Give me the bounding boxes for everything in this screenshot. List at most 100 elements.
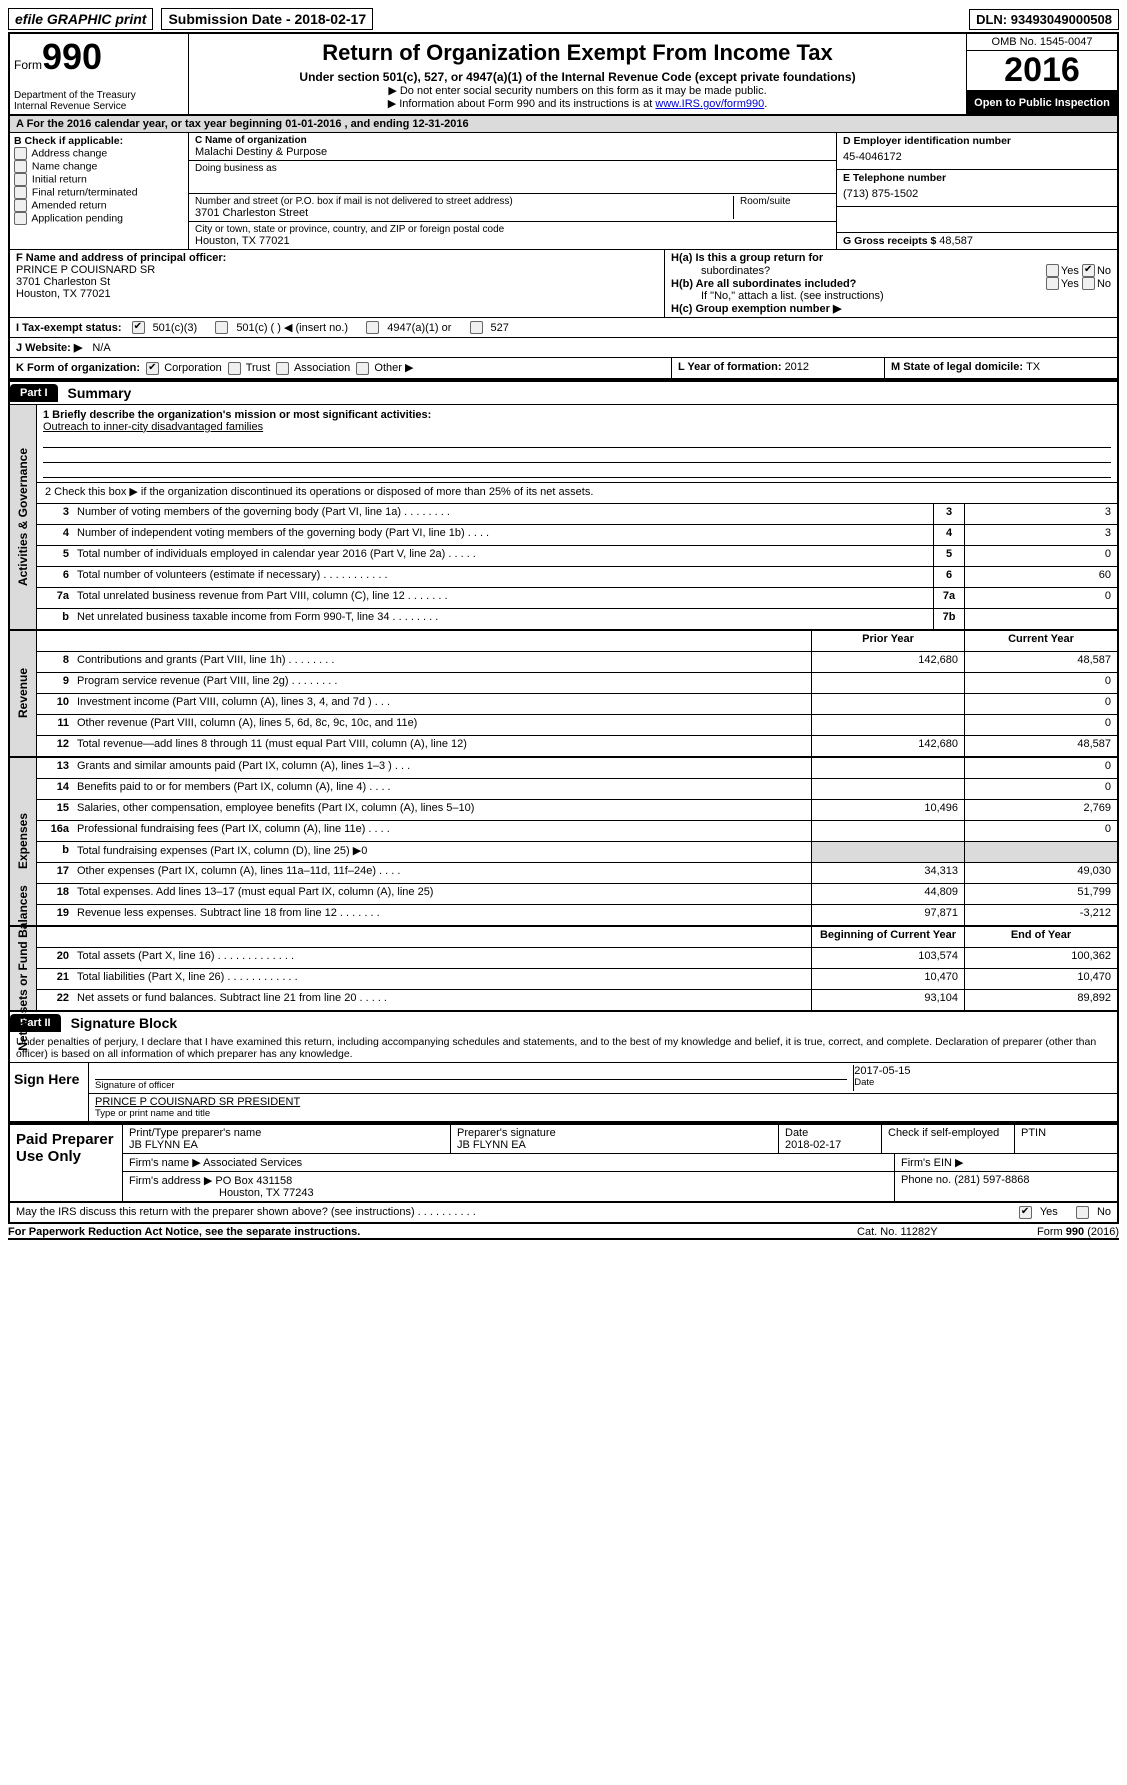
row-prior	[811, 758, 964, 778]
lbl-application-pending: Application pending	[31, 212, 123, 224]
chk-527[interactable]	[470, 321, 483, 334]
row-num: 4	[37, 525, 73, 545]
row-prior	[811, 673, 964, 693]
ein-label: D Employer identification number	[843, 135, 1111, 147]
discuss-no: No	[1097, 1206, 1111, 1218]
part2-header-row: Part II Signature Block	[8, 1012, 1119, 1034]
form-number: Form990	[14, 36, 184, 78]
dln: DLN: 93493049000508	[969, 9, 1119, 30]
part2-title: Signature Block	[61, 1012, 188, 1034]
chk-discuss-yes[interactable]	[1019, 1206, 1032, 1219]
officer-addr2: Houston, TX 77021	[16, 288, 658, 300]
row-prior	[811, 715, 964, 735]
ha-yes: Yes	[1061, 265, 1079, 277]
b-label: B Check if applicable:	[14, 135, 184, 147]
side-expenses-text: Expenses	[16, 813, 30, 869]
chk-trust[interactable]	[228, 362, 241, 375]
row-num: 14	[37, 779, 73, 799]
row-desc: Total number of volunteers (estimate if …	[73, 567, 933, 587]
row-current: 10,470	[964, 969, 1117, 989]
row-desc: Benefits paid to or for members (Part IX…	[73, 779, 811, 799]
row-prior: 97,871	[811, 905, 964, 925]
row-val: 3	[964, 504, 1117, 524]
row-box: 6	[933, 567, 964, 587]
tel-value: (713) 875-1502	[843, 184, 1111, 204]
rev-header-row: Prior Year Current Year	[37, 631, 1117, 652]
chk-501c[interactable]	[215, 321, 228, 334]
row-desc: Net unrelated business taxable income fr…	[73, 609, 933, 629]
dln-value: 93493049000508	[1011, 12, 1112, 27]
section-c-org: C Name of organization Malachi Destiny &…	[189, 133, 836, 249]
f-label: F Name and address of principal officer:	[16, 252, 658, 264]
side-net-assets: Net Assets or Fund Balances	[10, 927, 37, 1010]
row-desc: Revenue less expenses. Subtract line 18 …	[73, 905, 811, 925]
opt-501c3: 501(c)(3)	[153, 322, 198, 334]
submission-date-value: 2018-02-17	[295, 11, 367, 27]
row-desc: Contributions and grants (Part VIII, lin…	[73, 652, 811, 672]
chk-ha-yes[interactable]	[1046, 264, 1059, 277]
chk-hb-yes[interactable]	[1046, 277, 1059, 290]
i-label: I Tax-exempt status:	[16, 322, 122, 334]
row-num: 19	[37, 905, 73, 925]
prep-name-label: Print/Type preparer's name	[129, 1127, 444, 1139]
part1-badge: Part I	[10, 384, 58, 402]
firm-addr-label: Firm's address ▶	[129, 1175, 212, 1187]
row-desc: Total fundraising expenses (Part IX, col…	[73, 842, 811, 862]
firm-phone: (281) 597-8868	[954, 1174, 1029, 1186]
chk-name-change[interactable]	[14, 160, 27, 173]
omb-number: OMB No. 1545-0047	[967, 34, 1117, 51]
chk-discuss-no[interactable]	[1076, 1206, 1089, 1219]
irs-link[interactable]: www.IRS.gov/form990	[655, 98, 764, 110]
self-employed-label: Check if self-employed	[888, 1127, 999, 1139]
row-desc: Total number of individuals employed in …	[73, 546, 933, 566]
discuss-yes: Yes	[1040, 1206, 1058, 1218]
section-d-g: D Employer identification number 45-4046…	[836, 133, 1117, 249]
form-title: Return of Organization Exempt From Incom…	[197, 40, 958, 66]
row-desc: Other expenses (Part IX, column (A), lin…	[73, 863, 811, 883]
data-row-9: 9 Program service revenue (Part VIII, li…	[37, 673, 1117, 694]
row-prior	[811, 842, 964, 862]
chk-corp[interactable]	[146, 362, 159, 375]
row-desc: Number of voting members of the governin…	[73, 504, 933, 524]
row-num: 21	[37, 969, 73, 989]
chk-final-return[interactable]	[14, 186, 27, 199]
chk-assoc[interactable]	[276, 362, 289, 375]
chk-application-pending[interactable]	[14, 212, 27, 225]
website-value: N/A	[92, 342, 110, 354]
chk-hb-no[interactable]	[1082, 277, 1095, 290]
row-val: 60	[964, 567, 1117, 587]
opt-trust: Trust	[246, 362, 271, 374]
chk-amended-return[interactable]	[14, 199, 27, 212]
row-num: 22	[37, 990, 73, 1010]
form-label: Form	[14, 58, 42, 72]
part1-header-row: Part I Summary	[8, 380, 1119, 404]
data-row-19: 19 Revenue less expenses. Subtract line …	[37, 905, 1117, 925]
chk-501c3[interactable]	[132, 321, 145, 334]
gov-row-6: 6 Total number of volunteers (estimate i…	[37, 567, 1117, 588]
hb-label: H(b) Are all subordinates included?	[671, 278, 856, 290]
sig-date-label: Date	[854, 1077, 1105, 1088]
row-prior	[811, 821, 964, 841]
chk-address-change[interactable]	[14, 147, 27, 160]
chk-initial-return[interactable]	[14, 173, 27, 186]
col-current-year: Current Year	[964, 631, 1117, 651]
ha-no: No	[1097, 265, 1111, 277]
row-box: 5	[933, 546, 964, 566]
net-header-row: Beginning of Current Year End of Year	[37, 927, 1117, 948]
chk-4947[interactable]	[366, 321, 379, 334]
row-num: 7a	[37, 588, 73, 608]
row-num: b	[37, 609, 73, 629]
row-desc: Total liabilities (Part X, line 26) . . …	[73, 969, 811, 989]
chk-ha-no[interactable]	[1082, 264, 1095, 277]
line2-text: 2 Check this box ▶ if the organization d…	[45, 486, 593, 498]
row-prior: 142,680	[811, 652, 964, 672]
form-header: Form990 Department of the Treasury Inter…	[8, 32, 1119, 116]
mission-block: 1 Briefly describe the organization's mi…	[37, 405, 1117, 483]
chk-other[interactable]	[356, 362, 369, 375]
row-prior	[811, 694, 964, 714]
row-num: 8	[37, 652, 73, 672]
net-assets-table: Net Assets or Fund Balances Beginning of…	[8, 927, 1119, 1012]
row-current: 0	[964, 673, 1117, 693]
row-current	[964, 842, 1117, 862]
row-num: 12	[37, 736, 73, 756]
